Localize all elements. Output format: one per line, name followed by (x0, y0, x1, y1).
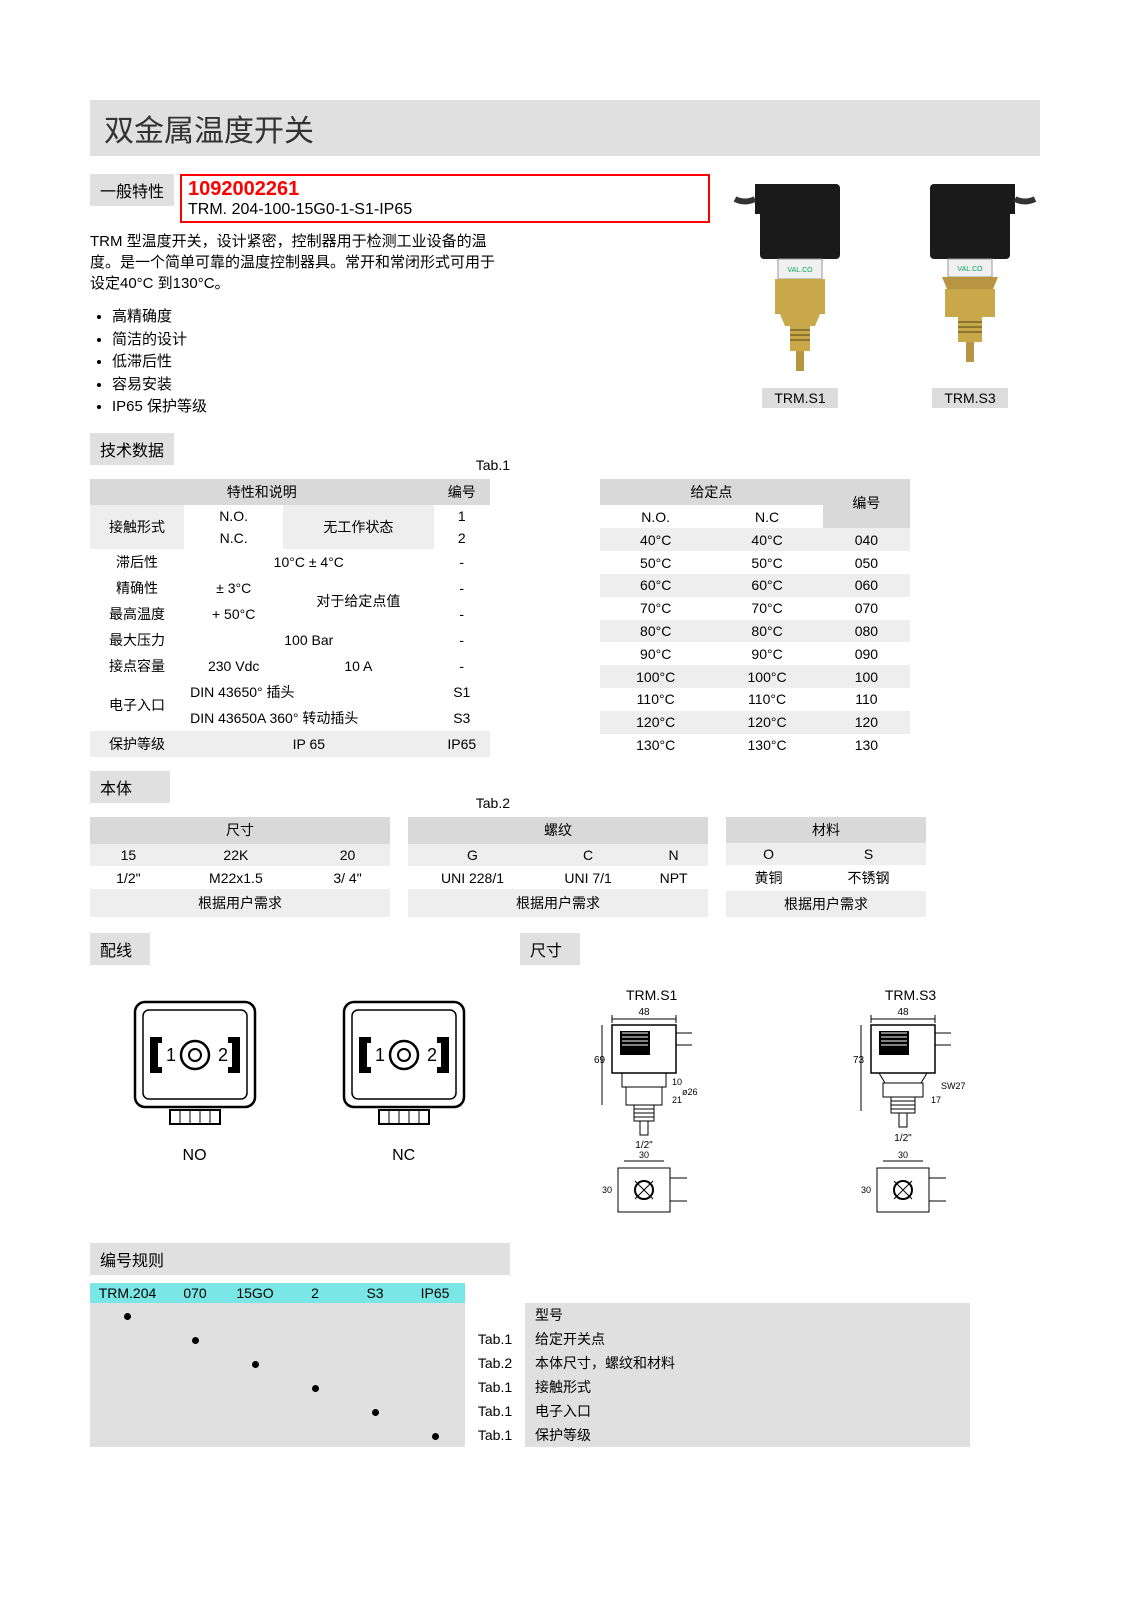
feature-item: 简洁的设计 (112, 329, 710, 352)
section-tech: 技术数据 (90, 433, 174, 465)
svg-text:2: 2 (427, 1045, 437, 1065)
svg-text:1: 1 (166, 1045, 176, 1065)
feature-item: IP65 保护等级 (112, 396, 710, 419)
section-wiring: 配线 (90, 933, 150, 965)
svg-text:21: 21 (672, 1095, 682, 1105)
order-table: TRM.204 070 15GO 2 S3 IP65 型号 Tab.1给定开关点… (90, 1283, 970, 1447)
svg-text:SW27: SW27 (941, 1081, 966, 1091)
wiring-no-label: NO (110, 1147, 280, 1165)
svg-text:30: 30 (639, 1150, 649, 1160)
caption-s1: TRM.S1 (762, 388, 837, 408)
svg-text:69: 69 (594, 1055, 606, 1066)
tab2-ref: Tab.2 (476, 795, 510, 811)
svg-text:30: 30 (861, 1185, 871, 1195)
wiring-diagrams: 1 2 NO (90, 987, 508, 1233)
feature-item: 高精确度 (112, 306, 710, 329)
feature-item: 低滞后性 (112, 351, 710, 374)
part-box: 1092002261 TRM. 204-100-15G0-1-S1-IP65 (180, 174, 710, 223)
svg-text:48: 48 (638, 1007, 650, 1018)
svg-text:VAL.CO: VAL.CO (957, 266, 983, 273)
description: TRM 型温度开关，设计紧密，控制器用于检测工业设备的温度。是一个简单可靠的温度… (90, 231, 500, 294)
part-model: TRM. 204-100-15G0-1-S1-IP65 (188, 201, 702, 219)
setpoint-table: 给定点编号 N.O.N.C 40°C40°C040 50°C50°C050 60… (600, 479, 910, 757)
product-image-s1: VAL.CO TRM.S1 (730, 174, 870, 419)
body-tables: 尺寸 1522K20 1/2"M22x1.53/ 4" 根据用户需求 螺纹 GC… (90, 817, 1040, 917)
part-number: 1092002261 (188, 178, 702, 201)
tab1-ref: Tab.1 (476, 457, 510, 473)
section-body: 本体 (90, 771, 170, 803)
dim-s3-label: TRM.S3 (831, 987, 991, 1003)
svg-text:73: 73 (853, 1055, 865, 1066)
section-order: 编号规则 (90, 1243, 510, 1275)
tech-table: 特性和说明编号 接触形式N.O.无工作状态1 N.C.2 滞后性10°C ± 4… (90, 479, 490, 757)
feature-item: 容易安装 (112, 374, 710, 397)
svg-text:1: 1 (375, 1045, 385, 1065)
svg-text:30: 30 (898, 1150, 908, 1160)
svg-text:30: 30 (602, 1185, 612, 1195)
product-image-s3: VAL.CO TRM.S3 (900, 174, 1040, 419)
section-dimensions: 尺寸 (520, 933, 580, 965)
svg-text:17: 17 (931, 1095, 941, 1105)
svg-text:10: 10 (672, 1077, 682, 1087)
feature-list: 高精确度 简洁的设计 低滞后性 容易安装 IP65 保护等级 (90, 306, 710, 419)
svg-text:2: 2 (218, 1045, 228, 1065)
caption-s3: TRM.S3 (932, 388, 1007, 408)
dimension-drawings: TRM.S1 48 69 10 21 ø26 (522, 987, 1040, 1233)
svg-text:1/2": 1/2" (894, 1133, 912, 1144)
dim-s1-label: TRM.S1 (572, 987, 732, 1003)
section-general: 一般特性 (90, 174, 174, 206)
svg-text:VAL.CO: VAL.CO (787, 267, 813, 274)
page-title: 双金属温度开关 (90, 100, 1040, 156)
wiring-nc-label: NC (319, 1147, 489, 1165)
svg-text:ø26: ø26 (682, 1087, 698, 1097)
svg-text:48: 48 (897, 1007, 909, 1018)
